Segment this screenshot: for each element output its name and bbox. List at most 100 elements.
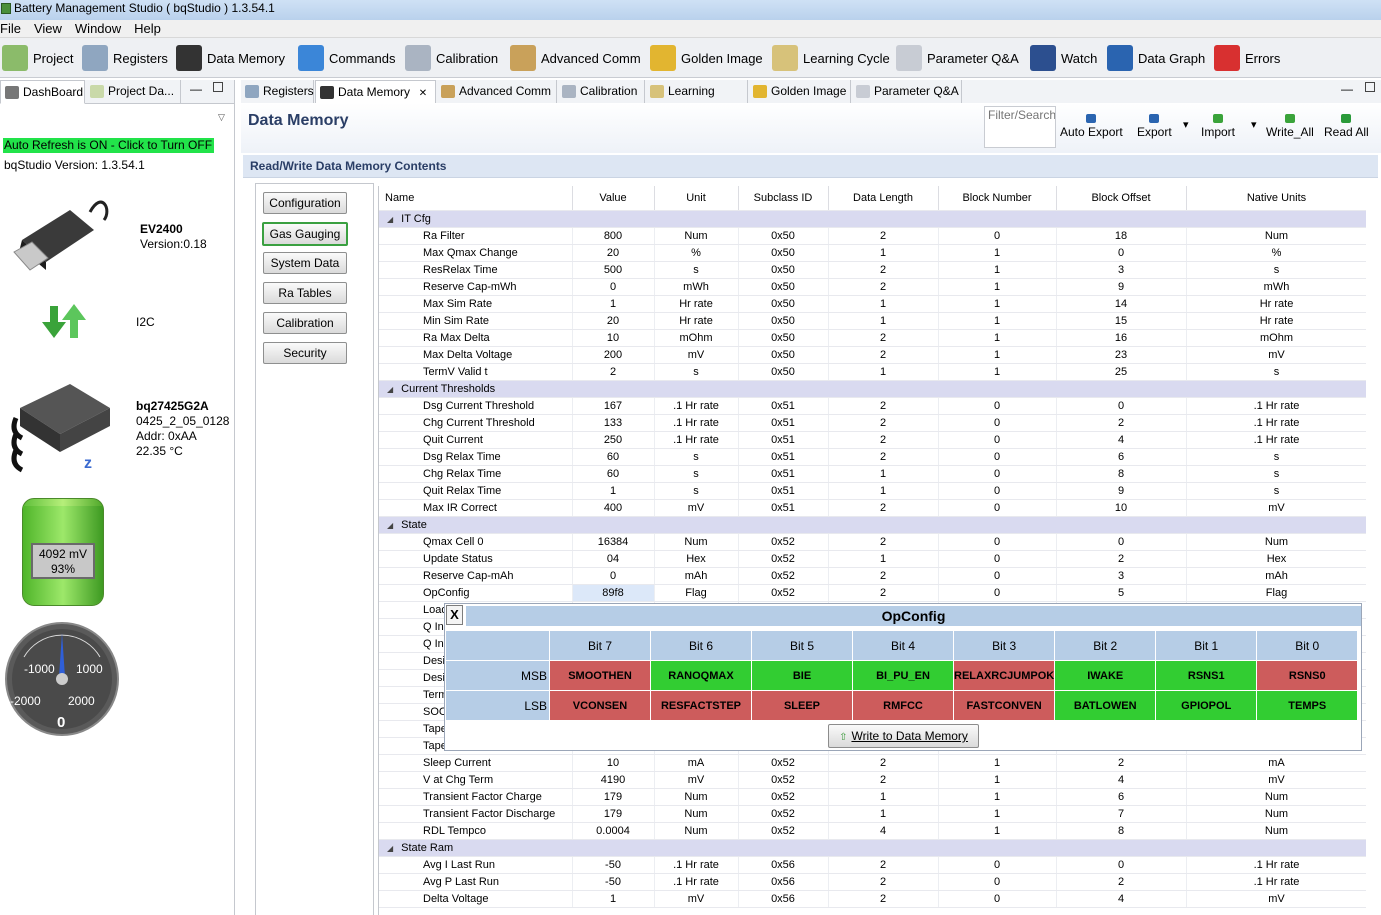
table-row[interactable]: Dsg Current Threshold 167.1 Hr rate 0x51 2 0…: [379, 397, 1366, 415]
opconfig-bit-fastconven[interactable]: FASTCONVEN: [954, 691, 1055, 720]
opconfig-bit-bi-pu-en[interactable]: BI_PU_EN: [853, 661, 953, 690]
table-row[interactable]: Sleep Current 10 mA 0x52 2 1 2 mA: [379, 754, 1366, 772]
menu-view[interactable]: View: [33, 21, 62, 36]
menu-help[interactable]: Help: [134, 21, 161, 36]
column-header[interactable]: Name: [379, 186, 573, 211]
opconfig-bit-vconsen[interactable]: VCONSEN: [550, 691, 650, 720]
toolbar-project-button[interactable]: Project: [2, 41, 73, 75]
cell-value[interactable]: 0: [572, 567, 655, 585]
cell-value[interactable]: 60: [572, 465, 655, 483]
filter-search-input[interactable]: [984, 106, 1056, 148]
tab-advanced-comm[interactable]: Advanced Comm: [437, 80, 557, 104]
toolbar-learning-cycle-button[interactable]: Learning Cycle: [772, 41, 890, 75]
table-row[interactable]: Max Qmax Change 20% 0x50 1 1 0%: [379, 244, 1366, 262]
view-menu-icon[interactable]: ▽: [218, 112, 225, 122]
auto-export-button[interactable]: Auto Export: [1060, 110, 1123, 139]
table-row[interactable]: Avg P Last Run -50.1 Hr rate 0x56 2 0 2.1 Hr …: [379, 873, 1366, 891]
table-row[interactable]: Max IR Correct 400 mV 0x51 2 0 10 mV: [379, 499, 1366, 517]
opconfig-bit-temps[interactable]: TEMPS: [1257, 691, 1358, 720]
toolbar-watch-button[interactable]: Watch: [1030, 41, 1097, 75]
toolbar-errors-button[interactable]: Errors: [1214, 41, 1280, 75]
table-row[interactable]: Min Sim Rate 20 Hr rate 0x50 1 1 15 Hr rate: [379, 312, 1366, 330]
toolbar-advanced-comm-button[interactable]: Advanced Comm: [510, 41, 641, 75]
cell-value[interactable]: 400: [572, 499, 655, 517]
category-system-data-button[interactable]: System Data: [263, 252, 347, 274]
table-row[interactable]: Ra Max Delta 10 mOhm 0x50 2 1 16 mOhm: [379, 329, 1366, 347]
minimize-icon[interactable]: —: [190, 82, 202, 96]
cell-value[interactable]: 60: [572, 448, 655, 466]
table-row[interactable]: OpConfig 89f8 Flag 0x52 2 0 5 Flag: [379, 584, 1366, 602]
cell-value[interactable]: 10: [572, 329, 655, 347]
menu-window[interactable]: Window: [74, 21, 122, 36]
category-gas-gauging-button[interactable]: Gas Gauging: [262, 222, 348, 246]
minimize-icon[interactable]: —: [1341, 82, 1353, 96]
table-row[interactable]: Avg I Last Run -50.1 Hr rate 0x56 2 0 0.1 Hr …: [379, 856, 1366, 874]
read-all-button[interactable]: Read All: [1324, 110, 1369, 139]
toolbar-registers-button[interactable]: Registers: [82, 41, 168, 75]
table-row[interactable]: Chg Current Threshold 133.1 Hr rate 0x51 2 0…: [379, 414, 1366, 432]
table-row[interactable]: Max Delta Voltage 200 mV 0x50 2 1 23 mV: [379, 346, 1366, 364]
table-row[interactable]: Transient Factor Discharge 179 Num 0x52 1 1 7 N…: [379, 805, 1366, 823]
cell-value[interactable]: 2: [572, 363, 655, 381]
category-calibration-button[interactable]: Calibration: [263, 312, 347, 334]
toolbar-data-memory-button[interactable]: Data Memory: [176, 41, 285, 75]
close-button[interactable]: X: [446, 605, 463, 625]
tab-dashboard[interactable]: DashBoard: [0, 80, 85, 104]
opconfig-bit-sleep[interactable]: SLEEP: [752, 691, 852, 720]
cell-value[interactable]: 20: [572, 312, 655, 330]
opconfig-bit-ranoqmax[interactable]: RANOQMAX: [651, 661, 751, 690]
table-row[interactable]: V at Chg Term 4190 mV 0x52 2 1 4 mV: [379, 771, 1366, 789]
cell-value[interactable]: 500: [572, 261, 655, 279]
group-row[interactable]: ◢ State Ram: [379, 839, 1366, 857]
cell-value[interactable]: 4190: [572, 771, 655, 789]
cell-value[interactable]: 200: [572, 346, 655, 364]
dropdown-arrow-icon[interactable]: ▾: [1183, 119, 1189, 131]
table-row[interactable]: Max Sim Rate 1 Hr rate 0x50 1 1 14 Hr rate: [379, 295, 1366, 313]
close-tab-icon[interactable]: ✕: [416, 88, 428, 99]
auto-refresh-toggle[interactable]: Auto Refresh is ON - Click to Turn OFF: [3, 138, 214, 153]
table-row[interactable]: Ra Filter 800 Num 0x50 2 0 18 Num: [379, 227, 1366, 245]
export-button[interactable]: Export: [1137, 110, 1172, 139]
collapse-icon[interactable]: ◢: [387, 214, 394, 224]
cell-value[interactable]: 20: [572, 244, 655, 262]
opconfig-bit-relaxrcjumpok[interactable]: RELAXRCJUMPOK: [954, 661, 1055, 690]
cell-value[interactable]: 04: [572, 550, 655, 568]
cell-value[interactable]: 0: [572, 278, 655, 296]
opconfig-bit-rsns1[interactable]: RSNS1: [1156, 661, 1257, 690]
opconfig-bit-batlowen[interactable]: BATLOWEN: [1055, 691, 1156, 720]
toolbar-data-graph-button[interactable]: Data Graph: [1107, 41, 1205, 75]
column-header[interactable]: Subclass ID: [738, 186, 829, 211]
opconfig-bit-iwake[interactable]: IWAKE: [1055, 661, 1156, 690]
opconfig-bit-smoothen[interactable]: SMOOTHEN: [550, 661, 650, 690]
cell-value[interactable]: 10: [572, 754, 655, 772]
collapse-icon[interactable]: ◢: [387, 520, 394, 530]
cell-value[interactable]: 16384: [572, 533, 655, 551]
table-row[interactable]: Quit Relax Time 1 s 0x51 1 0 9 s: [379, 482, 1366, 500]
column-header[interactable]: Data Length: [828, 186, 939, 211]
opconfig-bit-resfactstep[interactable]: RESFACTSTEP: [651, 691, 751, 720]
table-row[interactable]: Dsg Relax Time 60 s 0x51 2 0 6 s: [379, 448, 1366, 466]
opconfig-bit-rmfcc[interactable]: RMFCC: [853, 691, 953, 720]
table-row[interactable]: RDL Tempco 0.0004 Num 0x52 4 1 8 Num: [379, 822, 1366, 840]
opconfig-bit-bie[interactable]: BIE: [752, 661, 852, 690]
group-row[interactable]: ◢ State: [379, 516, 1366, 534]
column-header[interactable]: Block Number: [938, 186, 1057, 211]
table-row[interactable]: Delta Voltage 1 mV 0x56 2 0 4 mV: [379, 890, 1366, 908]
cell-value[interactable]: 800: [572, 227, 655, 245]
table-row[interactable]: Transient Factor Charge 179 Num 0x52 1 1 6 Num: [379, 788, 1366, 806]
table-row[interactable]: Update Status 04 Hex 0x52 1 0 2 Hex: [379, 550, 1366, 568]
toolbar-golden-image-button[interactable]: Golden Image: [650, 41, 763, 75]
table-row[interactable]: Quit Current 250.1 Hr rate 0x51 2 0 4.1 Hr ra…: [379, 431, 1366, 449]
cell-value[interactable]: 179: [572, 805, 655, 823]
tab-data-memory[interactable]: Data Memory ✕: [315, 80, 436, 104]
column-header[interactable]: Block Offset: [1056, 186, 1187, 211]
collapse-icon[interactable]: ◢: [387, 384, 394, 394]
cell-value[interactable]: 1: [572, 295, 655, 313]
cell-value[interactable]: 0.0004: [572, 822, 655, 840]
tab-golden-image[interactable]: Golden Image: [749, 80, 851, 104]
cell-value[interactable]: 167: [572, 397, 655, 415]
group-row[interactable]: ◢ Current Thresholds: [379, 380, 1366, 398]
table-row[interactable]: Reserve Cap-mWh 0 mWh 0x50 2 1 9 mWh: [379, 278, 1366, 296]
import-button[interactable]: Import: [1201, 110, 1235, 139]
column-header[interactable]: Native Units: [1186, 186, 1366, 211]
